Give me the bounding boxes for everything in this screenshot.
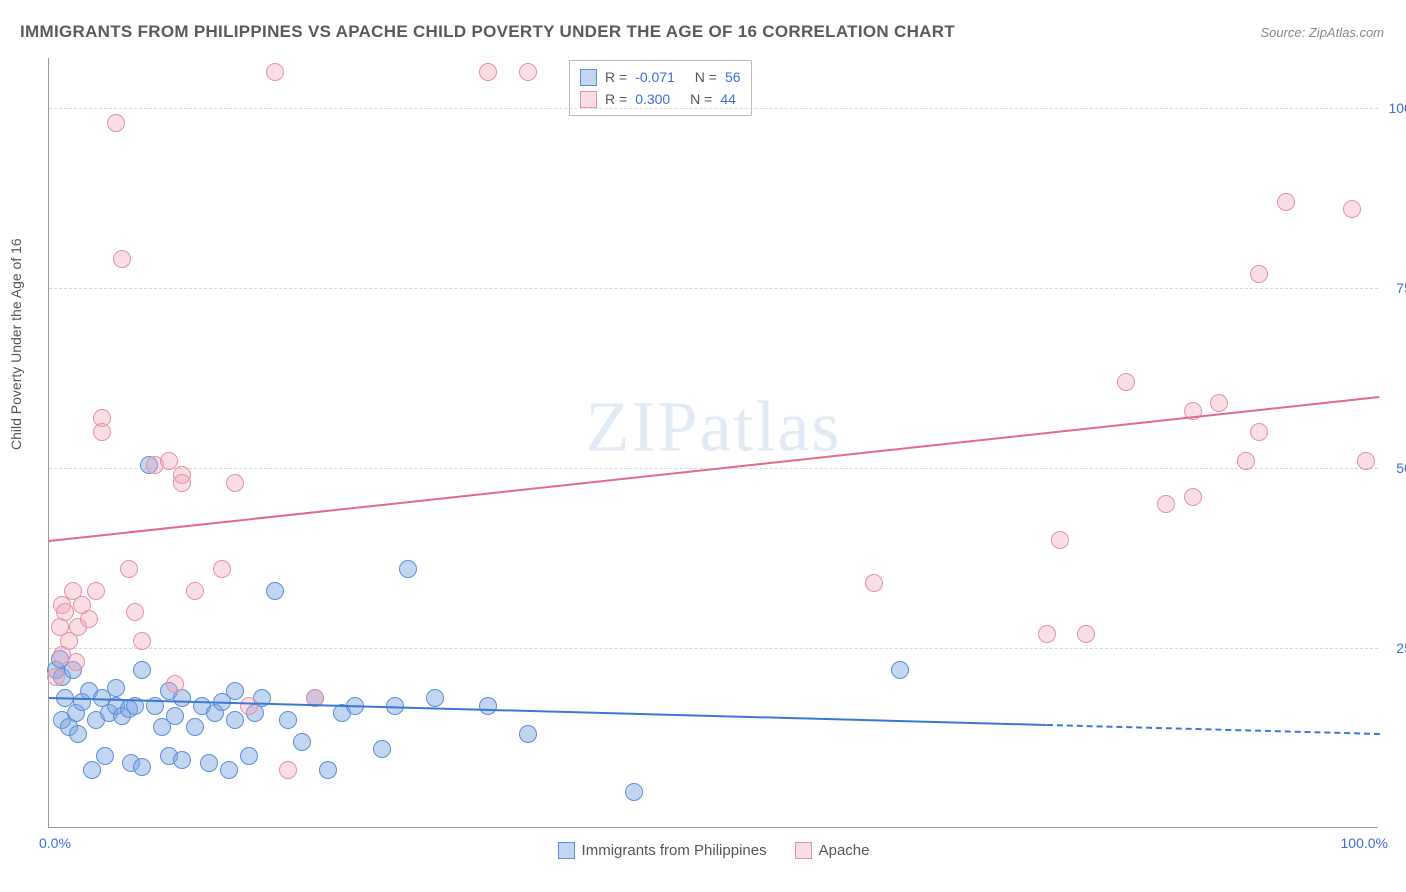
data-point — [266, 582, 284, 600]
data-point — [166, 707, 184, 725]
swatch-pink-icon — [580, 91, 597, 108]
data-point — [399, 560, 417, 578]
data-point — [891, 661, 909, 679]
data-point — [173, 474, 191, 492]
data-point — [96, 747, 114, 765]
data-point — [87, 582, 105, 600]
data-point — [240, 747, 258, 765]
data-point — [1237, 452, 1255, 470]
x-tick-label-left: 0.0% — [39, 835, 71, 851]
data-point — [1343, 200, 1361, 218]
data-point — [107, 679, 125, 697]
data-point — [126, 603, 144, 621]
data-point — [519, 63, 537, 81]
data-point — [865, 574, 883, 592]
data-point — [133, 661, 151, 679]
y-tick-label: 25.0% — [1396, 640, 1406, 656]
plot-area: ZIPatlas R = -0.071 N = 56 R = 0.300 N =… — [48, 58, 1378, 828]
data-point — [173, 751, 191, 769]
data-point — [80, 610, 98, 628]
n-label: N = — [690, 88, 712, 110]
data-point — [56, 603, 74, 621]
gridline — [49, 288, 1378, 289]
data-point — [279, 711, 297, 729]
stats-row-series-2: R = 0.300 N = 44 — [580, 88, 741, 110]
data-point — [107, 114, 125, 132]
data-point — [113, 250, 131, 268]
data-point — [1250, 423, 1268, 441]
swatch-pink-icon — [795, 842, 812, 859]
data-point — [519, 725, 537, 743]
data-point — [226, 682, 244, 700]
data-point — [279, 761, 297, 779]
data-point — [240, 697, 258, 715]
data-point — [200, 754, 218, 772]
y-axis-label: Child Poverty Under the Age of 16 — [8, 238, 24, 450]
data-point — [1277, 193, 1295, 211]
data-point — [160, 452, 178, 470]
data-point — [373, 740, 391, 758]
data-point — [426, 689, 444, 707]
data-point — [479, 63, 497, 81]
data-point — [319, 761, 337, 779]
data-point — [1117, 373, 1135, 391]
watermark-text-a: ZIP — [586, 387, 700, 467]
gridline — [49, 648, 1378, 649]
data-point — [186, 582, 204, 600]
data-point — [186, 718, 204, 736]
data-point — [293, 733, 311, 751]
x-tick-label-right: 100.0% — [1341, 835, 1388, 851]
data-point — [93, 409, 111, 427]
legend-item-2: Apache — [795, 842, 870, 859]
source-attribution: Source: ZipAtlas.com — [1260, 25, 1384, 40]
data-point — [1250, 265, 1268, 283]
y-tick-label: 50.0% — [1396, 460, 1406, 476]
data-point — [226, 711, 244, 729]
legend-label-1: Immigrants from Philippines — [582, 842, 767, 859]
data-point — [1210, 394, 1228, 412]
swatch-blue-icon — [558, 842, 575, 859]
swatch-blue-icon — [580, 69, 597, 86]
legend-label-2: Apache — [819, 842, 870, 859]
data-point — [47, 668, 65, 686]
r-label: R = — [605, 88, 627, 110]
watermark: ZIPatlas — [586, 386, 842, 469]
stats-row-series-1: R = -0.071 N = 56 — [580, 66, 741, 88]
y-tick-label: 100.0% — [1389, 100, 1406, 116]
n-label: N = — [695, 66, 717, 88]
legend-item-1: Immigrants from Philippines — [558, 842, 767, 859]
y-tick-label: 75.0% — [1396, 280, 1406, 296]
data-point — [69, 725, 87, 743]
n-value-1: 56 — [725, 66, 741, 88]
bottom-legend: Immigrants from Philippines Apache — [49, 842, 1378, 859]
r-value-1: -0.071 — [635, 66, 675, 88]
r-label: R = — [605, 66, 627, 88]
r-value-2: 0.300 — [635, 88, 670, 110]
data-point — [1077, 625, 1095, 643]
n-value-2: 44 — [720, 88, 736, 110]
data-point — [83, 761, 101, 779]
trend-line — [1046, 724, 1379, 735]
data-point — [625, 783, 643, 801]
data-point — [266, 63, 284, 81]
trend-line — [49, 396, 1379, 542]
chart-title: IMMIGRANTS FROM PHILIPPINES VS APACHE CH… — [20, 22, 955, 42]
data-point — [120, 560, 138, 578]
data-point — [166, 675, 184, 693]
data-point — [67, 653, 85, 671]
data-point — [133, 632, 151, 650]
data-point — [1357, 452, 1375, 470]
data-point — [1184, 488, 1202, 506]
data-point — [1051, 531, 1069, 549]
data-point — [220, 761, 238, 779]
data-point — [479, 697, 497, 715]
data-point — [226, 474, 244, 492]
data-point — [1038, 625, 1056, 643]
watermark-text-b: atlas — [700, 387, 842, 467]
data-point — [133, 758, 151, 776]
gridline — [49, 108, 1378, 109]
data-point — [213, 560, 231, 578]
data-point — [1157, 495, 1175, 513]
